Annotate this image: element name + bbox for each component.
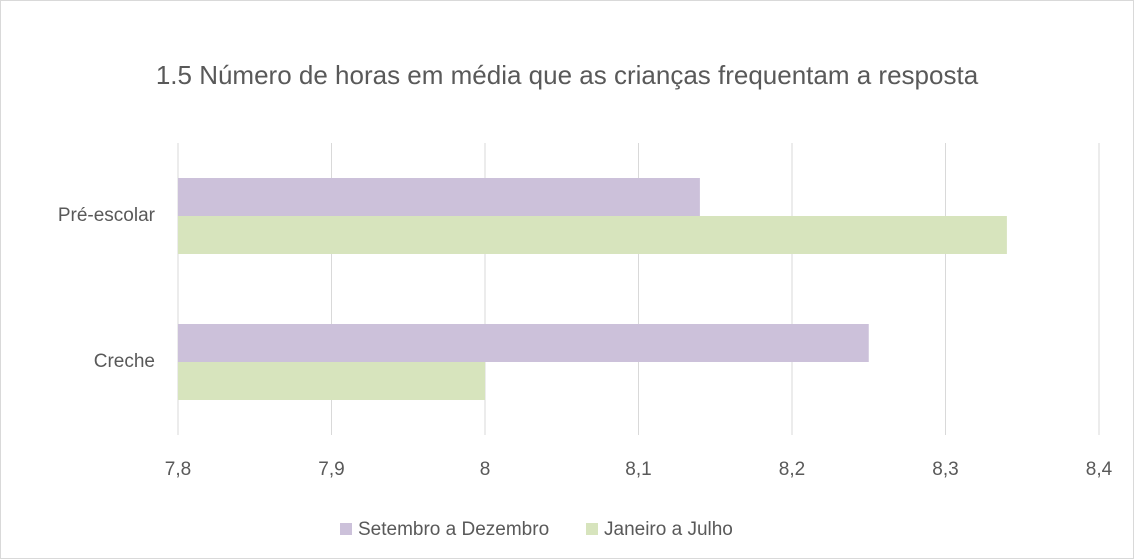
bar: [178, 324, 869, 362]
legend-label: Setembro a Dezembro: [358, 519, 549, 540]
legend-label: Janeiro a Julho: [604, 519, 733, 540]
x-tick-label: 8,2: [779, 459, 805, 480]
bar: [178, 362, 485, 400]
x-tick-label: 7,9: [318, 459, 344, 480]
bar: [178, 178, 700, 216]
x-tick-label: 8: [480, 459, 491, 480]
legend-swatch: [586, 523, 598, 535]
y-tick-label: Pré-escolar: [58, 205, 156, 226]
bar: [178, 216, 1007, 254]
x-tick-label: 8,1: [625, 459, 651, 480]
legend-swatch: [340, 523, 352, 535]
x-tick-label: 7,8: [165, 459, 191, 480]
x-tick-label: 8,4: [1086, 459, 1113, 480]
y-tick-label: Creche: [94, 351, 155, 372]
chart-title: 1.5 Número de horas em média que as cria…: [155, 60, 979, 90]
x-tick-label: 8,3: [932, 459, 958, 480]
